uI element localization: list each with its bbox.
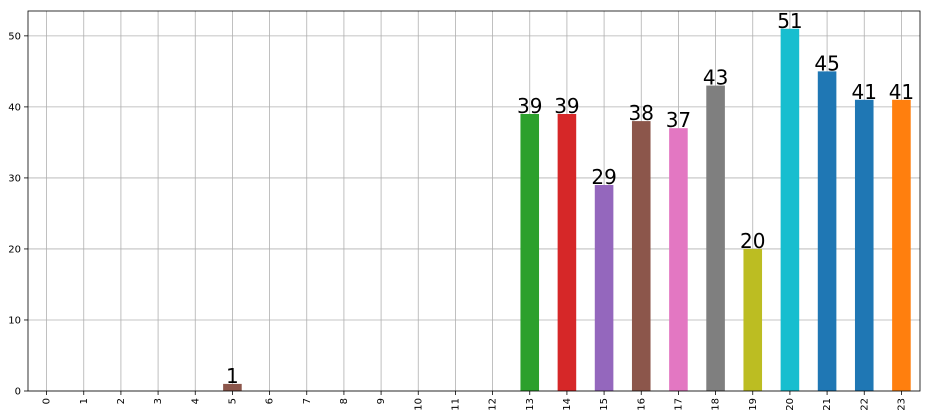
data-label: 43 [703,66,728,90]
bar [520,113,540,391]
bar [594,185,614,391]
data-label: 1 [226,364,239,388]
x-tick-label: 12 [488,398,499,411]
x-tick-label: 19 [748,398,759,411]
x-tick-label: 6 [265,398,276,404]
data-label: 51 [777,9,802,33]
bar [557,113,577,391]
y-tick-label: 50 [8,31,21,42]
data-labels: 1 39 39 29 38 37 43 20 51 45 41 41 [226,9,914,388]
x-tick-label: 17 [673,398,684,411]
data-label: 39 [517,94,542,118]
bar [669,128,688,391]
x-tick-label: 13 [525,398,536,411]
y-axis: 0 10 20 30 40 50 [8,31,28,398]
x-tick-label: 0 [42,398,53,404]
bar [817,71,837,391]
y-tick-label: 20 [8,244,21,255]
data-label: 41 [889,80,914,104]
y-tick-label: 40 [8,102,21,113]
x-tick-label: 18 [711,398,722,411]
bar [631,121,651,392]
bar [223,383,242,391]
x-tick-label: 10 [413,398,424,411]
y-tick-label: 0 [15,387,21,398]
data-label: 20 [740,229,765,253]
x-tick-label: 3 [153,398,164,404]
data-label: 38 [629,101,654,125]
y-tick-label: 30 [8,173,21,184]
y-tick-label: 10 [8,315,21,326]
x-tick-label: 23 [896,398,907,411]
x-tick-label: 21 [822,398,833,411]
x-tick-label: 16 [636,398,647,411]
x-tick-label: 15 [599,398,610,411]
data-label: 45 [814,51,839,75]
x-tick-label: 14 [562,398,573,411]
x-tick-label: 22 [859,398,870,411]
data-label: 29 [591,165,616,189]
x-tick-label: 8 [339,398,350,404]
bars [223,28,911,392]
x-tick-label: 11 [450,398,461,411]
x-tick-label: 2 [116,398,127,404]
x-axis: 0 1 2 3 4 5 6 7 8 9 10 11 12 13 14 15 16 17 18 19 20 21 22 23 [42,391,907,411]
x-tick-label: 20 [785,398,796,411]
x-tick-label: 5 [227,398,238,404]
data-label: 37 [666,108,691,132]
x-tick-label: 4 [190,398,201,404]
x-tick-label: 7 [302,398,313,404]
bar [780,28,800,391]
plot-frame [27,10,921,392]
bar [854,99,874,392]
data-label: 39 [554,94,579,118]
data-label: 41 [852,80,877,104]
x-tick-label: 9 [376,398,387,404]
bar [743,248,763,391]
x-tick-label: 1 [79,398,90,404]
bar [892,99,911,392]
bar [706,85,725,391]
